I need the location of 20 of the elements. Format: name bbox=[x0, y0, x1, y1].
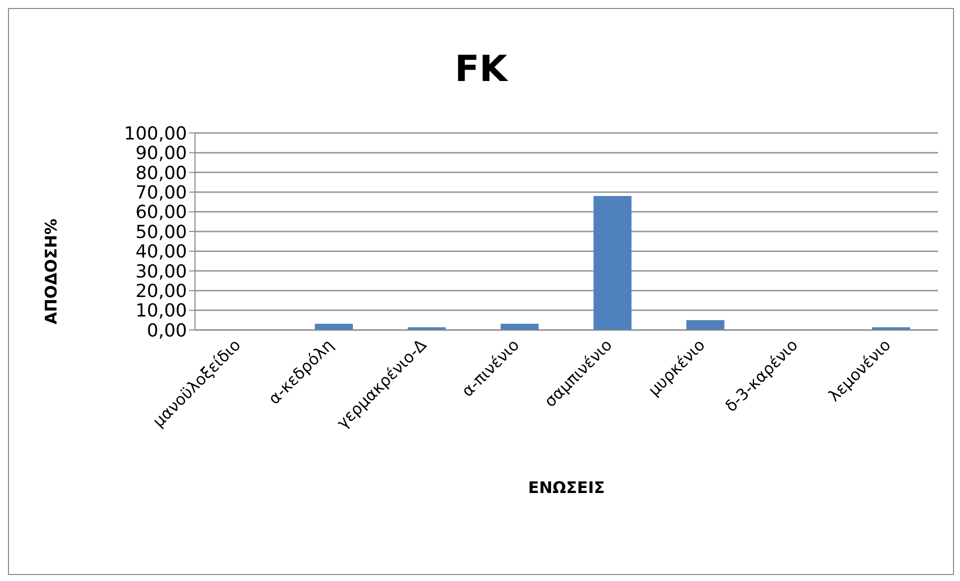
bar bbox=[686, 320, 724, 330]
y-tick-label: 40,00 bbox=[135, 242, 187, 263]
y-tick-label: 10,00 bbox=[135, 300, 187, 322]
y-tick-label: 70,00 bbox=[135, 182, 187, 204]
y-tick-label: 100,00 bbox=[124, 123, 187, 144]
y-tick-label: 80,00 bbox=[135, 162, 187, 184]
y-tick-label: 60,00 bbox=[135, 202, 187, 224]
bar bbox=[500, 324, 539, 330]
bar bbox=[872, 327, 910, 330]
bar bbox=[408, 327, 446, 330]
y-tick-label: 50,00 bbox=[135, 222, 187, 243]
y-tick-label: 20,00 bbox=[135, 280, 187, 302]
x-axis-title: ΕΝΩΣΕΙΣ bbox=[528, 478, 605, 497]
y-tick-label: 30,00 bbox=[135, 261, 187, 282]
y-tick-label: 0,00 bbox=[146, 320, 187, 342]
bar bbox=[594, 196, 632, 330]
y-axis-title: ΑΠΟΔΟΣΗ% bbox=[42, 218, 60, 324]
chart-title: FK bbox=[454, 49, 510, 90]
bar bbox=[314, 324, 353, 330]
y-tick-label: 90,00 bbox=[135, 143, 187, 164]
